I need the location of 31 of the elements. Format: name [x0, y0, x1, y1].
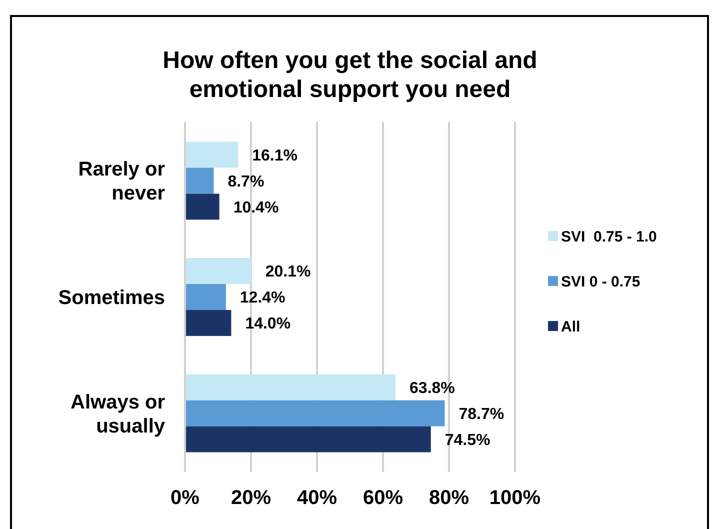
- legend-label: SVI 0.75 - 1.0: [561, 228, 657, 246]
- y-tick-label: Always or usually: [70, 391, 166, 438]
- chart-title: How often you get the social and emotional support you need: [162, 47, 538, 103]
- bar: [185, 142, 238, 168]
- data-label: 10.4%: [233, 199, 279, 216]
- x-tick-label: 40%: [296, 487, 338, 510]
- data-label: 8.7%: [228, 173, 264, 190]
- data-label: 78.7%: [458, 406, 504, 423]
- x-tick-label: 60%: [362, 487, 404, 510]
- data-label: 63.8%: [410, 380, 455, 397]
- x-tick-label: 100%: [489, 487, 541, 510]
- x-tick-label: 20%: [230, 487, 272, 510]
- data-label: 20.1%: [265, 264, 311, 281]
- data-label: 14.0%: [245, 316, 291, 333]
- bar: [185, 426, 431, 452]
- x-tick-label: 0%: [170, 487, 200, 510]
- bar: [185, 374, 396, 400]
- legend-label: SVI 0 - 0.75: [561, 273, 640, 290]
- data-label: 16.1%: [252, 147, 298, 164]
- bar: [185, 194, 220, 220]
- bar: [185, 310, 232, 336]
- y-tick-label: Rarely or never: [78, 158, 166, 205]
- bar: [185, 168, 214, 194]
- legend-label: All: [561, 318, 580, 336]
- x-tick-label: 80%: [428, 487, 470, 510]
- data-label: 74.5%: [444, 432, 490, 449]
- bar: [185, 258, 252, 284]
- bar: [185, 284, 226, 310]
- y-tick-label: Sometimes: [58, 287, 165, 309]
- data-label: 12.4%: [240, 290, 286, 307]
- bar: [185, 400, 445, 426]
